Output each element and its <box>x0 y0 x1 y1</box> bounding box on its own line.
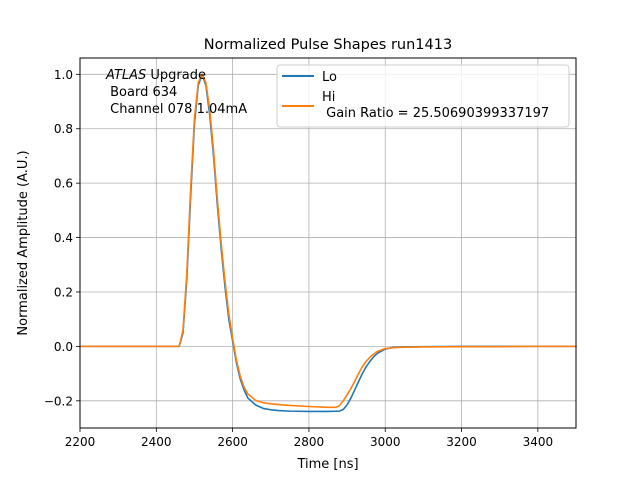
x-tick-label: 3400 <box>523 435 554 449</box>
y-tick-label: 0.6 <box>54 177 73 191</box>
legend-label-hi-line2: Gain Ratio = 25.50690399337197 <box>322 106 549 121</box>
legend-label-lo: Lo <box>322 70 337 85</box>
y-ticks: −0.2 0.0 0.2 0.4 0.6 0.8 1.0 <box>44 68 80 408</box>
x-axis-label: Time [ns] <box>296 457 358 472</box>
svg-text:ATLAS Upgrade: ATLAS Upgrade <box>105 68 206 83</box>
annotation-atlas: ATLAS <box>105 68 146 83</box>
annotation-upgrade: Upgrade <box>146 68 206 83</box>
y-tick-label: 1.0 <box>54 68 73 82</box>
annotation-channel: Channel 078 1.04mA <box>106 102 247 117</box>
y-tick-label: 0.0 <box>54 340 73 354</box>
y-axis-label: Normalized Amplitude (A.U.) <box>16 150 31 335</box>
series-line-hi <box>79 73 577 409</box>
legend-label-lo-line1: Lo <box>322 70 337 85</box>
atlas-annotation: ATLAS Upgrade Board 634 Channel 078 1.04… <box>105 68 247 117</box>
x-tick-label: 3200 <box>446 435 477 449</box>
y-tick-label: 0.8 <box>54 122 73 136</box>
chart-title: Normalized Pulse Shapes run1413 <box>204 37 452 53</box>
legend: Lo Hi Gain Ratio = 25.50690399337197 <box>276 64 570 128</box>
series-layer <box>79 73 577 413</box>
x-tick-label: 2400 <box>141 435 172 449</box>
x-ticks: 2200 2400 2600 2800 3000 3200 3400 <box>65 428 553 449</box>
x-tick-label: 2600 <box>217 435 248 449</box>
legend-box <box>276 64 570 128</box>
y-tick-label: 0.2 <box>54 285 73 299</box>
legend-label-hi-line1: Hi <box>322 90 335 105</box>
plot-frame <box>79 57 577 429</box>
x-tick-label: 3000 <box>370 435 401 449</box>
x-tick-label: 2200 <box>65 435 96 449</box>
y-tick-label: −0.2 <box>44 394 73 408</box>
y-tick-label: 0.4 <box>54 231 73 245</box>
legend-label-hi: Hi Gain Ratio = 25.50690399337197 <box>322 90 570 121</box>
annotation-board: Board 634 <box>106 85 177 100</box>
x-tick-label: 2800 <box>294 435 325 449</box>
